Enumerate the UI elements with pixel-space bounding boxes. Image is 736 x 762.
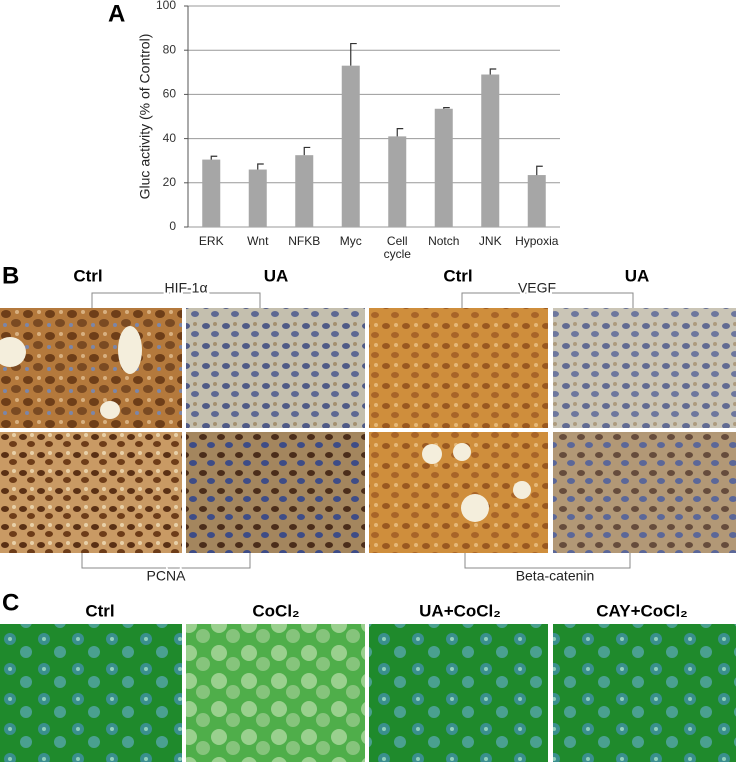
micrograph-detail: [118, 326, 142, 374]
micrograph-detail: [100, 401, 120, 419]
bracket: [461, 292, 634, 308]
x-tick-label: Cell cycle: [383, 234, 411, 261]
error-bar: [257, 163, 264, 170]
bracket: [81, 553, 251, 569]
bar: [295, 155, 314, 227]
bar: [341, 65, 360, 227]
x-tick-label: JNK: [478, 234, 502, 248]
error-bar: [443, 107, 450, 109]
y-tick-label: 0: [169, 219, 176, 233]
micrograph: [553, 624, 736, 762]
marker-label: HIF-1α: [164, 280, 207, 296]
x-tick-label: Myc: [339, 234, 362, 248]
micrograph: [186, 624, 365, 762]
bracket: [464, 553, 631, 569]
column-label: UA: [625, 266, 650, 285]
bar: [527, 175, 546, 227]
x-tick-label: ERK: [198, 234, 224, 248]
marker-label: PCNA: [147, 568, 187, 584]
micrograph-detail: [453, 443, 471, 461]
y-tick-label: 40: [163, 131, 177, 145]
column-label: CAY+CoCl₂: [596, 601, 687, 620]
y-axis-label: Gluc activity (% of Control): [137, 34, 153, 200]
marker-label: Beta-catenin: [516, 568, 595, 584]
x-tick-label: NFKB: [288, 234, 321, 248]
error-bar: [210, 155, 218, 160]
micrograph: [0, 308, 182, 428]
micrograph: [553, 432, 736, 553]
micrograph: [553, 308, 736, 428]
error-bar: [303, 146, 311, 156]
bracket: [91, 292, 261, 308]
micrograph: [186, 432, 365, 553]
y-tick-label: 60: [163, 87, 177, 101]
error-bar: [536, 165, 543, 176]
y-tick-label: 100: [156, 0, 176, 12]
column-label: UA: [264, 266, 289, 285]
micrograph-detail: [461, 494, 489, 522]
micrograph: [369, 624, 548, 762]
error-bar: [489, 68, 497, 75]
micrograph: [0, 432, 182, 553]
bar: [248, 169, 267, 227]
micrograph-detail: [513, 481, 531, 499]
y-tick-label: 20: [163, 175, 177, 189]
column-label: Ctrl: [443, 266, 472, 285]
micrograph-detail: [422, 444, 442, 464]
y-tick-label: 80: [163, 42, 177, 56]
micrograph: [0, 624, 182, 762]
column-label: CoCl₂: [252, 601, 299, 620]
micrograph: [369, 308, 548, 428]
column-label: Ctrl: [73, 266, 102, 285]
column-label: Ctrl: [85, 601, 114, 620]
bar: [388, 136, 407, 227]
x-tick-label: Hypoxia: [515, 234, 559, 248]
micrograph: [186, 308, 365, 428]
error-bar: [396, 128, 404, 137]
bar-chart: 0 20 40 60 80 100 Gluc activity (% of Control): [137, 0, 560, 233]
bar: [434, 108, 453, 227]
column-label: UA+CoCl₂: [419, 601, 501, 620]
bar: [202, 159, 221, 227]
x-tick-label: Wnt: [247, 234, 269, 248]
marker-label: VEGF: [518, 280, 556, 296]
bar: [481, 74, 500, 227]
panel-label: C: [2, 589, 19, 616]
error-bar: [350, 42, 357, 66]
panel-label: A: [108, 0, 125, 27]
panel-label: B: [2, 262, 19, 289]
micrograph-detail: [0, 337, 26, 367]
x-tick-label: Notch: [428, 234, 460, 248]
